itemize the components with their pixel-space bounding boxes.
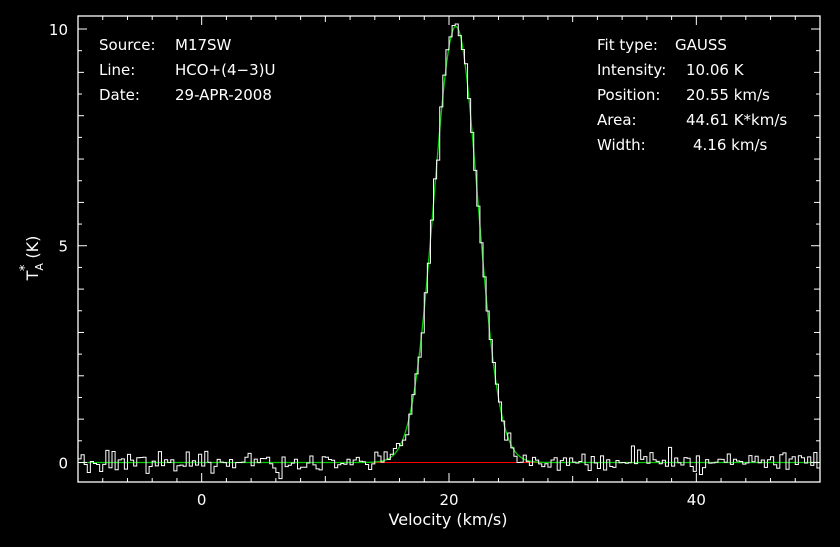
info-left-value: M17SW xyxy=(175,36,232,54)
info-right-label: Fit type: xyxy=(597,36,658,54)
y-axis-label-unit: (K) xyxy=(23,236,42,259)
spectrum-line xyxy=(78,23,820,480)
svg-text:TA*(K): TA* (K) xyxy=(18,236,46,282)
info-left-value: 29-APR-2008 xyxy=(175,86,272,104)
info-right-value: 44.61 K*km/s xyxy=(686,111,787,129)
info-left-value: HCO+(4−3)U xyxy=(175,61,275,79)
x-tick-label: 20 xyxy=(439,491,458,509)
info-left-label: Line: xyxy=(99,61,135,79)
info-right-label: Area: xyxy=(597,111,637,129)
y-tick-label: 0 xyxy=(58,454,68,472)
x-axis-label: Velocity (km/s) xyxy=(389,510,508,529)
info-right-value: 20.55 km/s xyxy=(686,86,770,104)
info-right-label: Position: xyxy=(597,86,660,104)
y-tick-label: 10 xyxy=(49,21,68,39)
info-right-label: Intensity: xyxy=(597,61,666,79)
y-axis-label-main: T xyxy=(23,270,42,281)
info-right-value: 10.06 K xyxy=(686,61,745,79)
x-tick-label: 40 xyxy=(687,491,706,509)
info-left-label: Source: xyxy=(99,36,156,54)
info-left-label: Date: xyxy=(99,86,140,104)
info-right-value: GAUSS xyxy=(675,36,727,54)
y-tick-label: 5 xyxy=(58,238,68,256)
info-right-label: Width: xyxy=(597,136,646,154)
y-axis-label: TA* (K) xyxy=(18,236,46,282)
y-axis-label-sup: * xyxy=(18,264,33,271)
y-axis-label-sub: A xyxy=(33,263,46,271)
info-right-value: 4.16 km/s xyxy=(693,136,768,154)
x-tick-label: 0 xyxy=(197,491,207,509)
